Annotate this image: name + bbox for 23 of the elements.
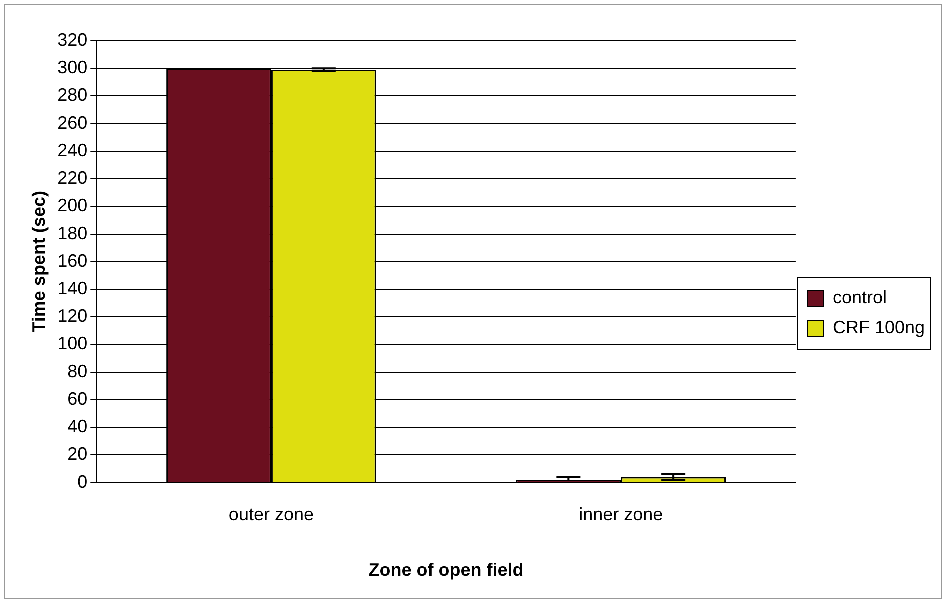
x-tick-label: outer zone — [228, 504, 314, 525]
legend-label: control — [832, 287, 887, 308]
y-tick-label: 120 — [58, 306, 88, 326]
y-axis-title: Time spent (sec) — [28, 191, 49, 333]
y-tick-label: 300 — [58, 58, 88, 78]
legend-label: CRF 100ng — [832, 317, 926, 338]
y-tick-label: 100 — [58, 334, 88, 354]
y-tick-label: 180 — [58, 223, 88, 244]
y-tick-label: 140 — [58, 278, 88, 298]
y-tick-label: 0 — [78, 472, 88, 492]
y-tick-label: 160 — [58, 250, 88, 271]
y-tick-label: 240 — [58, 140, 88, 160]
x-axis-title: Zone of open field — [368, 560, 524, 580]
y-tick-label: 40 — [68, 416, 88, 437]
y-tick-label: 260 — [58, 112, 88, 133]
y-tick-label: 200 — [58, 196, 88, 216]
y-tick-label: 320 — [58, 30, 88, 50]
y-tick-label: 220 — [58, 168, 88, 188]
y-tick-label: 20 — [68, 444, 88, 464]
y-tick-label: 280 — [58, 85, 88, 106]
y-tick-label: 60 — [68, 388, 88, 409]
x-tick-label: inner zone — [579, 504, 664, 525]
y-tick-label: 80 — [68, 361, 88, 382]
